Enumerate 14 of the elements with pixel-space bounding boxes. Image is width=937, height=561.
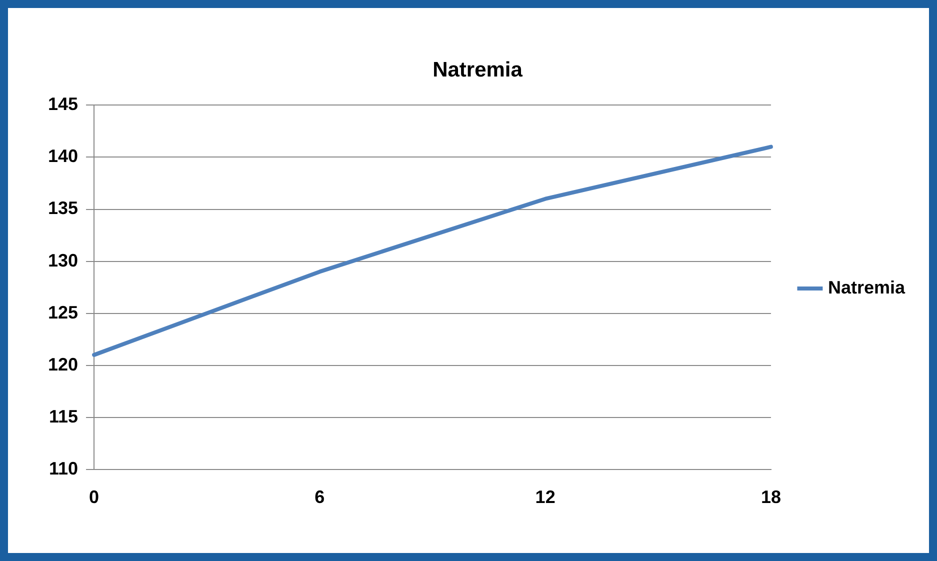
x-tick-label: 18	[760, 487, 781, 508]
y-tick-label: 145	[48, 94, 78, 114]
chart-title: Natremia	[432, 58, 523, 82]
y-tick-label: 120	[48, 354, 78, 374]
legend-label: Natremia	[828, 277, 906, 298]
x-tick-label: 0	[89, 487, 100, 508]
x-tick-label: 6	[314, 487, 325, 508]
y-tick-label: 130	[48, 250, 78, 270]
y-tick-label: 110	[48, 458, 78, 478]
y-tick-label: 125	[48, 302, 78, 322]
x-tick-label: 12	[535, 487, 556, 508]
y-tick-label: 135	[48, 198, 78, 218]
y-tick-label: 115	[48, 406, 78, 426]
y-tick-label: 140	[48, 146, 78, 166]
